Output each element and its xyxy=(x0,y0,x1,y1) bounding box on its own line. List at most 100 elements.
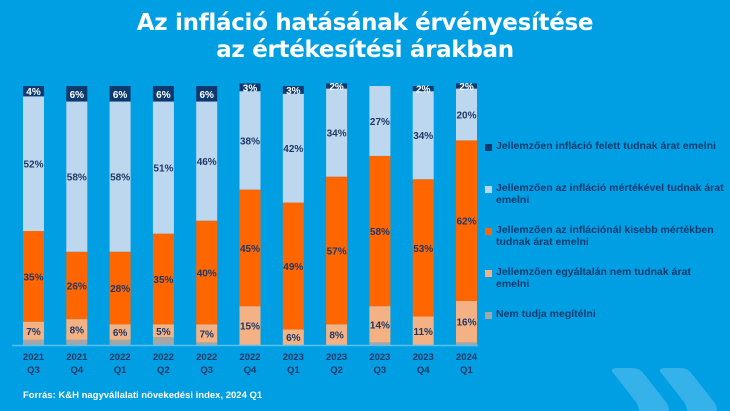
legend-label: Jellemzően egyáltalán nem tudnak árat em… xyxy=(496,266,691,290)
x-tick-label-quarter: Q3 xyxy=(374,365,387,376)
data-label: 7% xyxy=(26,327,41,338)
bar-segment xyxy=(239,189,261,307)
data-label: 49% xyxy=(283,262,303,273)
x-tick-label-year: 2022 xyxy=(196,352,217,363)
data-label: 8% xyxy=(329,331,344,342)
x-tick-label-year: 2023 xyxy=(369,352,390,363)
data-label: 16% xyxy=(456,318,476,329)
bar-segment xyxy=(109,101,131,252)
data-label: 51% xyxy=(153,164,173,175)
legend-item-dont-know: Nem tudja megítélni xyxy=(485,308,726,320)
bar-segment xyxy=(152,86,174,102)
bar-segment xyxy=(66,339,88,345)
bar-segment xyxy=(239,83,261,92)
x-tick-label-year: 2022 xyxy=(153,352,174,363)
legend-swatch-icon xyxy=(485,312,492,319)
legend-swatch-icon xyxy=(485,186,492,193)
bar-segment xyxy=(239,306,261,345)
x-tick-label-quarter: Q1 xyxy=(460,365,473,376)
bar-segment xyxy=(239,91,261,190)
data-label: 35% xyxy=(23,272,43,283)
bar-segment xyxy=(66,251,88,320)
legend-item-below-inflation: Jellemzően az inflációnál kisebb mértékb… xyxy=(485,224,726,248)
bar-segment xyxy=(456,342,477,345)
data-label: 45% xyxy=(240,244,260,255)
bar-segment xyxy=(152,324,174,338)
bar-segment xyxy=(456,83,477,89)
bar-segment xyxy=(23,86,44,97)
data-label: 6% xyxy=(70,90,85,101)
x-tick-label-year: 2021 xyxy=(23,352,45,363)
legend-swatch-icon xyxy=(485,228,492,235)
page-title: Az infláció hatásának érvényesítése az é… xyxy=(0,10,730,64)
x-tick-label-quarter: Q4 xyxy=(70,365,83,376)
source-note: Forrás: K&H nagyvállalati növekedési ind… xyxy=(23,390,263,401)
bar-segment xyxy=(109,339,131,345)
x-tick-label-quarter: Q2 xyxy=(157,365,170,376)
bar-segment xyxy=(23,96,44,232)
data-label: 7% xyxy=(199,329,214,340)
x-tick-label-quarter: Q4 xyxy=(417,365,430,376)
data-label: 3% xyxy=(243,83,258,94)
data-label: 57% xyxy=(327,246,347,257)
bar-segment xyxy=(109,86,131,102)
x-tick-label-year: 2022 xyxy=(239,352,260,363)
x-tick-label-quarter: Q4 xyxy=(244,365,257,376)
x-tick-label-quarter: Q1 xyxy=(114,365,127,376)
data-label: 2% xyxy=(329,82,344,93)
data-label: 34% xyxy=(327,129,347,140)
data-label: 52% xyxy=(23,160,43,171)
bar-segment xyxy=(369,306,391,343)
x-tick-label-quarter: Q1 xyxy=(287,365,300,376)
x-tick-label-year: 2023 xyxy=(413,352,434,363)
x-tick-label-year: 2024 xyxy=(456,352,478,363)
data-label: 38% xyxy=(240,136,260,147)
data-label: 2% xyxy=(459,82,474,93)
data-label: 3% xyxy=(286,86,301,97)
x-tick-label-quarter: Q3 xyxy=(200,365,213,376)
bar-segment xyxy=(326,324,348,345)
bar-segment xyxy=(326,176,348,325)
x-tick-label-quarter: Q3 xyxy=(27,365,40,376)
bar-segment xyxy=(282,86,304,94)
legend-swatch-icon xyxy=(485,144,492,151)
legend-swatch-icon xyxy=(485,270,492,277)
title-line-2: az értékesítési árakban xyxy=(216,37,514,63)
bar-segment xyxy=(196,86,218,102)
bar-segment xyxy=(152,101,174,234)
double-chevron-decoration-icon xyxy=(611,368,717,411)
data-label: 2% xyxy=(416,85,431,96)
bar-segment xyxy=(369,342,391,345)
data-label: 6% xyxy=(286,333,301,344)
legend-item-cannot-raise: Jellemzően egyáltalán nem tudnak árat em… xyxy=(485,266,726,290)
bar-segment xyxy=(196,101,218,221)
data-label: 28% xyxy=(110,284,130,295)
data-label: 6% xyxy=(199,90,214,101)
legend-label: Jellemzően az infláció mértékével tudnak… xyxy=(496,182,724,206)
bar-segment xyxy=(66,101,88,252)
bar-segment xyxy=(66,319,88,340)
bar-segment xyxy=(456,140,477,301)
bar-segment xyxy=(326,83,348,89)
data-label: 20% xyxy=(456,110,476,121)
data-label: 5% xyxy=(156,327,171,338)
title-line-1: Az infláció hatásának érvényesítése xyxy=(136,10,594,36)
bar-segment xyxy=(282,202,304,330)
bar-segment xyxy=(109,251,131,325)
bar-segment xyxy=(326,88,348,177)
data-label: 6% xyxy=(113,328,128,339)
bar-segment xyxy=(456,88,477,141)
bar-segment xyxy=(282,329,304,345)
bar-segment xyxy=(456,300,477,343)
x-tick-label-quarter: Q2 xyxy=(330,365,343,376)
bar-segment xyxy=(412,179,434,317)
data-label: 6% xyxy=(156,90,171,101)
bar-segment xyxy=(282,93,304,203)
bar-segment xyxy=(23,339,44,345)
data-label: 14% xyxy=(370,320,390,331)
bar-segment xyxy=(66,86,88,102)
bar-segment xyxy=(369,155,391,307)
bar-segment xyxy=(152,337,174,345)
data-label: 58% xyxy=(110,173,130,184)
data-label: 26% xyxy=(67,281,87,292)
